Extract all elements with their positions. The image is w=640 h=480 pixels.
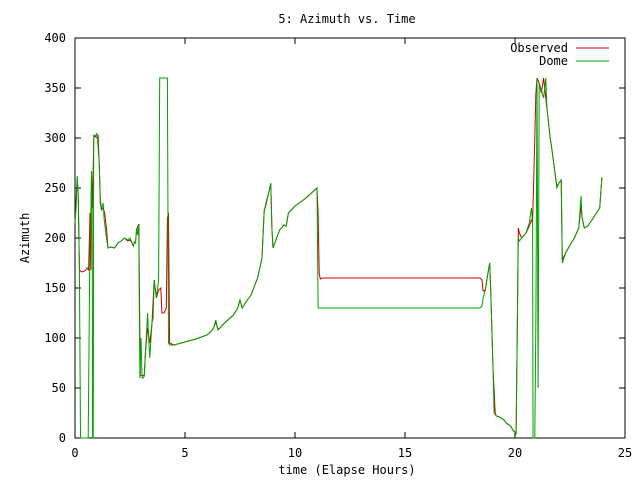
x-axis-label: time (Elapse Hours) (278, 463, 415, 477)
x-tick-label: 10 (288, 446, 302, 460)
chart-title: 5: Azimuth vs. Time (278, 12, 415, 26)
x-tick-label: 0 (71, 446, 78, 460)
y-tick-label: 0 (59, 431, 66, 445)
y-tick-label: 300 (44, 131, 66, 145)
y-tick-label: 350 (44, 81, 66, 95)
y-tick-label: 400 (44, 31, 66, 45)
x-tick-label: 20 (508, 446, 522, 460)
y-tick-label: 100 (44, 331, 66, 345)
series-lines (74, 77, 603, 439)
series-line-dome (74, 77, 603, 439)
x-tick-label: 25 (618, 446, 632, 460)
series-line-observed (74, 77, 603, 435)
plot-frame (74, 37, 626, 439)
y-axis-label: Azimuth (18, 213, 32, 264)
legend-label-dome: Dome (539, 54, 568, 68)
y-tick-label: 250 (44, 181, 66, 195)
y-tick-label: 200 (44, 231, 66, 245)
y-tick-label: 150 (44, 281, 66, 295)
x-tick-label: 15 (398, 446, 412, 460)
y-tick-label: 50 (52, 381, 66, 395)
legend-label-observed: Observed (510, 41, 568, 55)
x-tick-label: 5 (181, 446, 188, 460)
